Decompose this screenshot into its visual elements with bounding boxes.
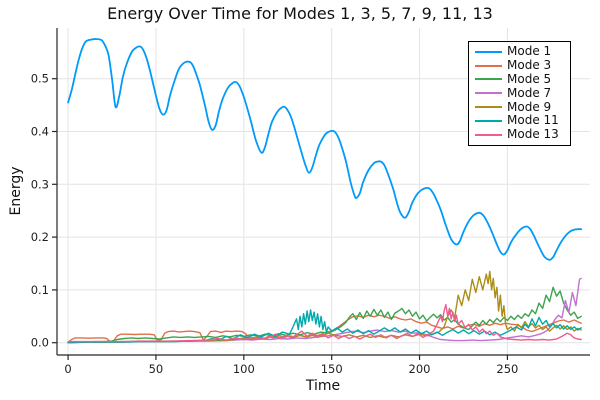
x-tick-label: 250 bbox=[496, 362, 518, 376]
legend-label: Mode 1 bbox=[507, 44, 552, 59]
legend-item-mode-1: Mode 1 bbox=[475, 45, 566, 59]
legend-label: Mode 7 bbox=[507, 85, 552, 100]
legend-item-mode-5: Mode 5 bbox=[475, 71, 566, 87]
legend-item-mode-7: Mode 7 bbox=[475, 86, 566, 100]
legend-line-swatch bbox=[475, 50, 502, 53]
legend-line-swatch bbox=[475, 133, 502, 136]
legend: Mode 1 Mode 3 Mode 5 Mode 7 Mode 9 Mode 11 Mod… bbox=[468, 41, 571, 146]
x-tick-label: 50 bbox=[149, 362, 164, 376]
series-line-mode-1 bbox=[67, 38, 583, 261]
legend-label: Mode 13 bbox=[507, 127, 559, 142]
legend-label: Mode 5 bbox=[507, 71, 552, 86]
legend-line-swatch bbox=[475, 92, 502, 95]
x-tick-label: 100 bbox=[233, 362, 255, 376]
y-tick-label: 0.1 bbox=[31, 283, 49, 297]
x-tick-label: 0 bbox=[64, 362, 71, 376]
legend-label: Mode 9 bbox=[507, 99, 552, 114]
y-tick-label: 0.4 bbox=[31, 124, 49, 138]
legend-item-mode-11: Mode 11 bbox=[475, 114, 566, 128]
x-tick-label: 200 bbox=[409, 362, 431, 376]
legend-item-mode-13: Mode 13 bbox=[475, 128, 566, 142]
chart-title: Energy Over Time for Modes 1, 3, 5, 7, 9… bbox=[107, 4, 493, 23]
y-tick-label: 0.2 bbox=[31, 230, 49, 244]
legend-label: Mode 11 bbox=[507, 113, 559, 128]
legend-line-swatch bbox=[475, 106, 502, 109]
legend-item-mode-9: Mode 9 bbox=[475, 100, 566, 114]
y-tick-label: 0.0 bbox=[31, 336, 49, 350]
legend-line-swatch bbox=[475, 78, 502, 81]
x-axis-label: Time bbox=[305, 378, 341, 394]
series-line-mode-11 bbox=[67, 309, 582, 344]
series-line-mode-5 bbox=[67, 286, 582, 344]
series-line-mode-13 bbox=[67, 304, 582, 343]
legend-label: Mode 3 bbox=[507, 58, 552, 73]
legend-item-mode-3: Mode 3 bbox=[475, 59, 566, 73]
x-tick-label: 150 bbox=[321, 362, 343, 376]
y-tick-label: 0.5 bbox=[31, 72, 49, 86]
legend-line-swatch bbox=[475, 64, 502, 67]
legend-line-swatch bbox=[475, 119, 502, 122]
y-tick-label: 0.3 bbox=[31, 177, 49, 191]
